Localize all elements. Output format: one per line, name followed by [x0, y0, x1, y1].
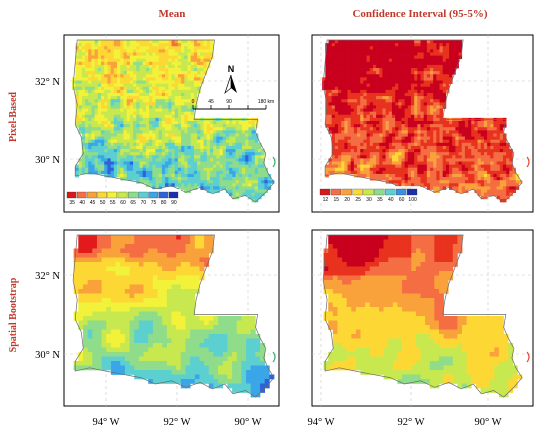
legend-label: 75: [151, 200, 157, 206]
legend-label: 15: [334, 197, 340, 203]
legend-swatch: [319, 188, 331, 196]
state-outline: [72, 234, 275, 398]
legend-label: 25: [355, 197, 361, 203]
coast-fragment: [526, 156, 530, 168]
legend-swatch: [97, 191, 107, 199]
scale-tick-90: 90: [226, 99, 232, 105]
title-mean: Mean: [159, 8, 186, 20]
legend-label: 35: [377, 197, 383, 203]
north-arrow-icon: N: [224, 64, 237, 95]
legend-label: 50: [100, 200, 106, 206]
state-outline: [322, 234, 523, 398]
coast-fragment: [526, 351, 530, 363]
legend-label: 100: [408, 197, 417, 203]
legend-label: 55: [110, 200, 116, 206]
legend-swatch: [406, 188, 418, 196]
lon-label-92w-left: 92° W: [163, 417, 190, 428]
raster-cells: [72, 40, 275, 203]
legend-swatch: [77, 191, 87, 199]
lon-label-94w-right: 94° W: [307, 417, 334, 428]
lat-label-32n-top: 32° N: [35, 77, 60, 88]
panel-mean-bootstrap: [63, 229, 280, 407]
legend-swatch: [138, 191, 148, 199]
legend-label: 35: [69, 200, 75, 206]
lon-label-94w-left: 94° W: [92, 417, 119, 428]
legend-swatch: [168, 191, 179, 199]
raster-cells: [322, 40, 523, 203]
legend-label: 40: [388, 197, 394, 203]
legend-label: 45: [90, 200, 96, 206]
coast-fragment: [272, 351, 276, 363]
row-title-spatial-bootstrap: Spatial Bootstrap: [8, 277, 19, 352]
legend-label: 65: [130, 200, 136, 206]
panel-mean-pixel: [63, 34, 280, 213]
legend-label: 70: [141, 200, 147, 206]
legend-label: 60: [120, 200, 126, 206]
legend-label: 20: [344, 197, 350, 203]
legend-swatch: [374, 188, 385, 196]
lon-label-90w-right: 90° W: [474, 417, 501, 428]
legend-ci: 12 15 20 25 30 35 40 60 100: [318, 186, 420, 203]
legend-swatch: [385, 188, 396, 196]
legend-swatch: [341, 188, 352, 196]
scale-tick-45: 45: [208, 99, 214, 105]
lon-label-90w-left: 90° W: [234, 417, 261, 428]
legend-swatch: [87, 191, 97, 199]
lat-label-32n-bottom: 32° N: [35, 271, 60, 282]
raster-cells: [323, 235, 523, 398]
legend-label: 30: [366, 197, 372, 203]
legend-label: 80: [161, 200, 167, 206]
legend-label: 60: [399, 197, 405, 203]
coast-fragment: [272, 156, 276, 168]
legend-swatch: [330, 188, 341, 196]
title-confidence-interval: Confidence Interval (95-5%): [352, 8, 487, 20]
panel-ci-bootstrap: [311, 229, 534, 407]
lon-label-92w-right: 92° W: [397, 417, 424, 428]
legend-mean: 35 40 45 50 55 60 65 70 75 80 90: [65, 189, 181, 206]
legend-swatch: [148, 191, 158, 199]
raster-cells: [73, 235, 275, 398]
legend-swatch: [363, 188, 374, 196]
legend-swatch: [127, 191, 138, 199]
row-title-pixel-based: Pixel-Based: [8, 92, 19, 142]
legend-swatch: [352, 188, 363, 196]
legend-swatch: [158, 191, 168, 199]
legend-label: 40: [80, 200, 86, 206]
state-outline: [322, 39, 523, 203]
scale-tick-0: 0: [192, 99, 195, 105]
state-outline: [72, 39, 275, 203]
panel-ci-pixel: [311, 34, 534, 213]
legend-swatch: [117, 191, 128, 199]
legend-swatch: [396, 188, 407, 196]
lat-label-30n-bottom: 30° N: [35, 350, 60, 361]
scale-tick-180: 180 km: [258, 99, 274, 105]
legend-label: 90: [171, 200, 177, 206]
legend-swatch: [66, 191, 77, 199]
scale-bar: 0 45 90 180 km: [192, 99, 274, 110]
lat-label-30n-top: 30° N: [35, 155, 60, 166]
legend-label: 12: [323, 197, 329, 203]
legend-swatch: [107, 191, 118, 199]
